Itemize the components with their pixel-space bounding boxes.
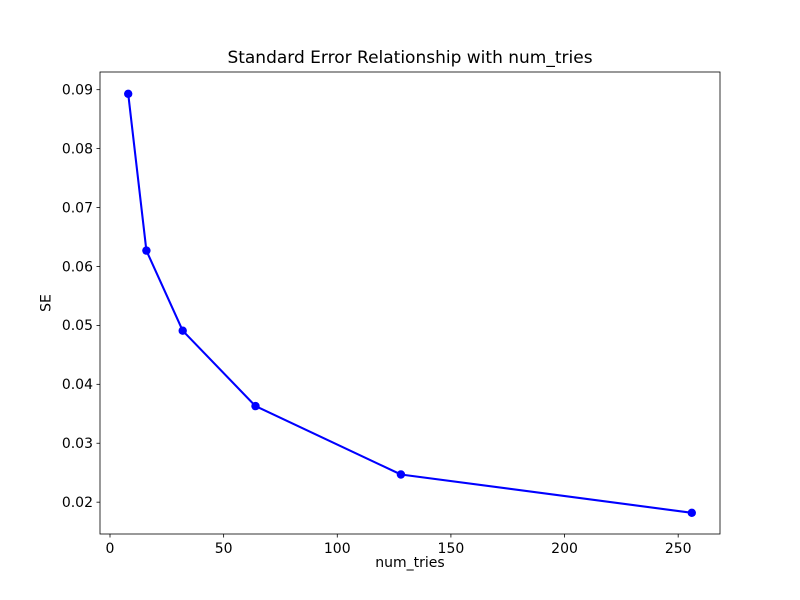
y-tick-label: 0.05 <box>62 318 93 334</box>
x-axis-ticks: 0 50 100 150 200 250 <box>106 534 692 557</box>
x-tick-label: 0 <box>106 541 115 557</box>
data-point <box>687 508 696 517</box>
y-tick-label: 0.06 <box>62 259 93 275</box>
y-tick-label: 0.08 <box>62 141 93 157</box>
data-point <box>396 470 406 479</box>
x-tick-label: 50 <box>215 541 233 557</box>
plot-area <box>99 71 721 535</box>
y-tick-label: 0.04 <box>62 377 93 393</box>
x-axis-label: num_tries <box>375 555 444 571</box>
data-point <box>142 246 151 255</box>
y-tick-label: 0.09 <box>62 82 93 98</box>
y-axis-label: SE <box>39 294 55 312</box>
y-tick-label: 0.02 <box>62 495 93 511</box>
se-line-series <box>127 92 693 514</box>
y-tick-label: 0.07 <box>62 200 93 216</box>
y-axis-ticks: 0.02 0.03 0.04 0.05 0.06 0.07 0.08 0.09 <box>62 82 100 511</box>
data-point <box>178 326 187 335</box>
data-point <box>124 89 133 99</box>
x-tick-label: 250 <box>665 541 692 557</box>
y-tick-label: 0.03 <box>62 436 93 452</box>
chart-title: Standard Error Relationship with num_tri… <box>227 48 592 68</box>
se-data-points <box>124 89 696 517</box>
x-tick-label: 100 <box>324 541 351 557</box>
x-tick-label: 200 <box>551 541 578 557</box>
x-tick-label: 150 <box>438 541 465 557</box>
data-point <box>251 401 260 411</box>
